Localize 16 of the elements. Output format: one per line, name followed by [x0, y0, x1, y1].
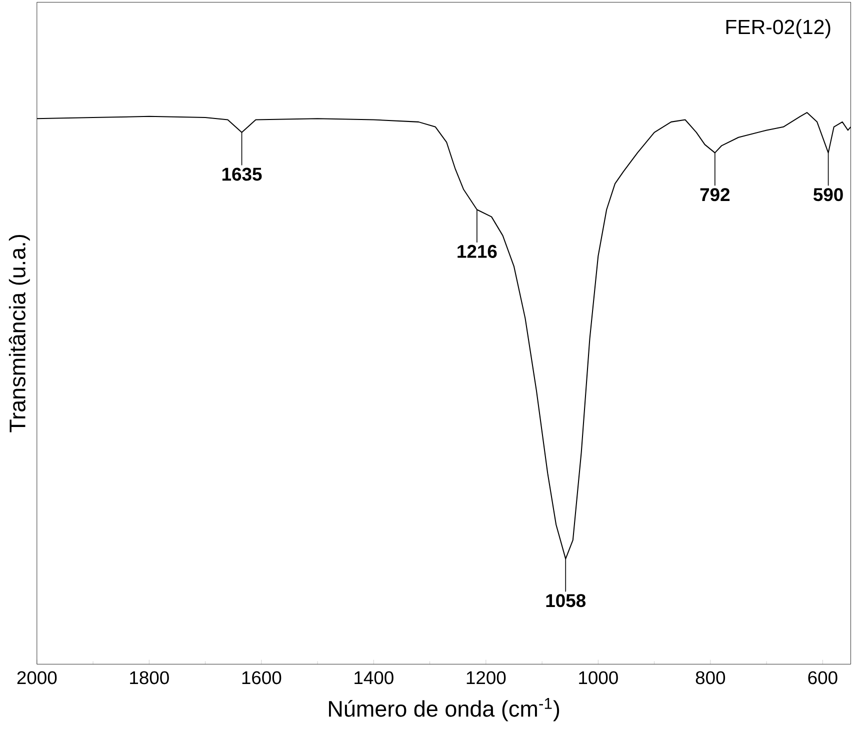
x-tick-label: 1200: [466, 671, 506, 684]
annotation: 1635: [222, 168, 262, 181]
x-tick-label: 1000: [579, 671, 618, 684]
x-tick-label: 1600: [242, 671, 282, 684]
annotation: 1058: [546, 594, 586, 608]
text: FER-02(12): [726, 19, 830, 38]
x-tick-label: 800: [696, 671, 726, 684]
x-tick-label: 1800: [130, 671, 169, 684]
x-axis-title: Número de onda (cm$^{-1}$): [329, 698, 560, 722]
x-tick-label: 1400: [354, 671, 394, 684]
annotation: 1216: [458, 244, 497, 258]
y-axis-title: Transmitância (u.a.): [8, 235, 30, 432]
annotation: 590: [814, 188, 843, 202]
x-tick-label: 2000: [17, 671, 57, 684]
annotation: 792: [700, 188, 730, 202]
x-tick-label: 600: [808, 671, 838, 684]
